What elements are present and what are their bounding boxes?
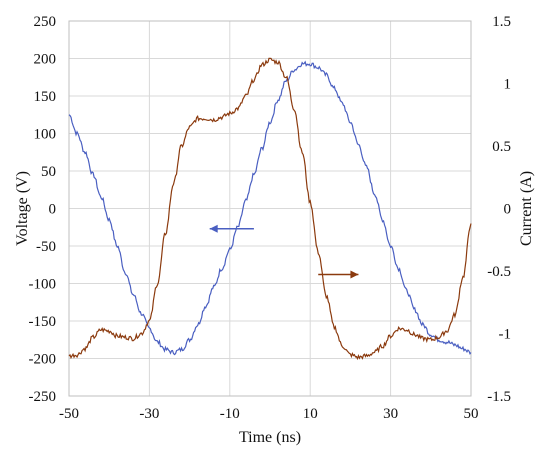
y-right-axis-ticks: 1.5 1 0.5 0 -0.5 -1 -1.5: [487, 14, 511, 405]
x-tick-label: 30: [383, 406, 398, 422]
y-left-axis-ticks: 250 200 150 100 50 0 -50 -100 -150 -200 -250: [29, 14, 57, 405]
annotation-layer: [209, 224, 359, 279]
y-left-axis-title: Voltage (V): [14, 171, 31, 246]
y-left-tick-label: 0: [49, 202, 57, 218]
y-right-tick-label: -1: [499, 327, 512, 343]
y-right-tick-label: 0: [504, 202, 512, 218]
x-axis-title: Time (ns): [239, 429, 301, 446]
y-left-tick-label: 150: [34, 89, 57, 105]
voltage-series-line: [68, 60, 472, 356]
y-right-tick-label: -0.5: [487, 264, 511, 280]
annotation-arrow-head: [350, 270, 359, 279]
y-right-tick-label: 0.5: [492, 139, 511, 155]
y-left-tick-label: -50: [36, 239, 56, 255]
y-left-tick-label: 250: [34, 14, 57, 30]
y-right-tick-label: 1: [504, 77, 512, 93]
grid: [68, 20, 472, 397]
y-right-tick-label: -1.5: [487, 389, 511, 405]
y-right-axis-title: Current (A): [518, 171, 535, 246]
x-tick-label: 50: [464, 406, 479, 422]
y-left-tick-label: -100: [29, 277, 57, 293]
annotation-arrow-head: [209, 224, 218, 233]
x-tick-label: 10: [303, 406, 318, 422]
y-left-tick-label: -150: [29, 314, 57, 330]
y-left-tick-label: -200: [29, 352, 57, 368]
y-right-tick-label: 1.5: [492, 14, 511, 30]
x-tick-label: -10: [220, 406, 240, 422]
series-layer: [68, 57, 472, 361]
y-left-tick-label: 50: [41, 164, 56, 180]
x-tick-label: -50: [59, 406, 79, 422]
plot-frame: [68, 20, 472, 397]
y-left-tick-label: 100: [34, 127, 57, 143]
x-tick-label: -30: [139, 406, 159, 422]
y-left-tick-label: -250: [29, 389, 57, 405]
y-left-tick-label: 200: [34, 52, 57, 68]
x-axis-ticks: -50 -30 -10 10 30 50: [59, 406, 479, 422]
current-series-line: [68, 57, 472, 361]
